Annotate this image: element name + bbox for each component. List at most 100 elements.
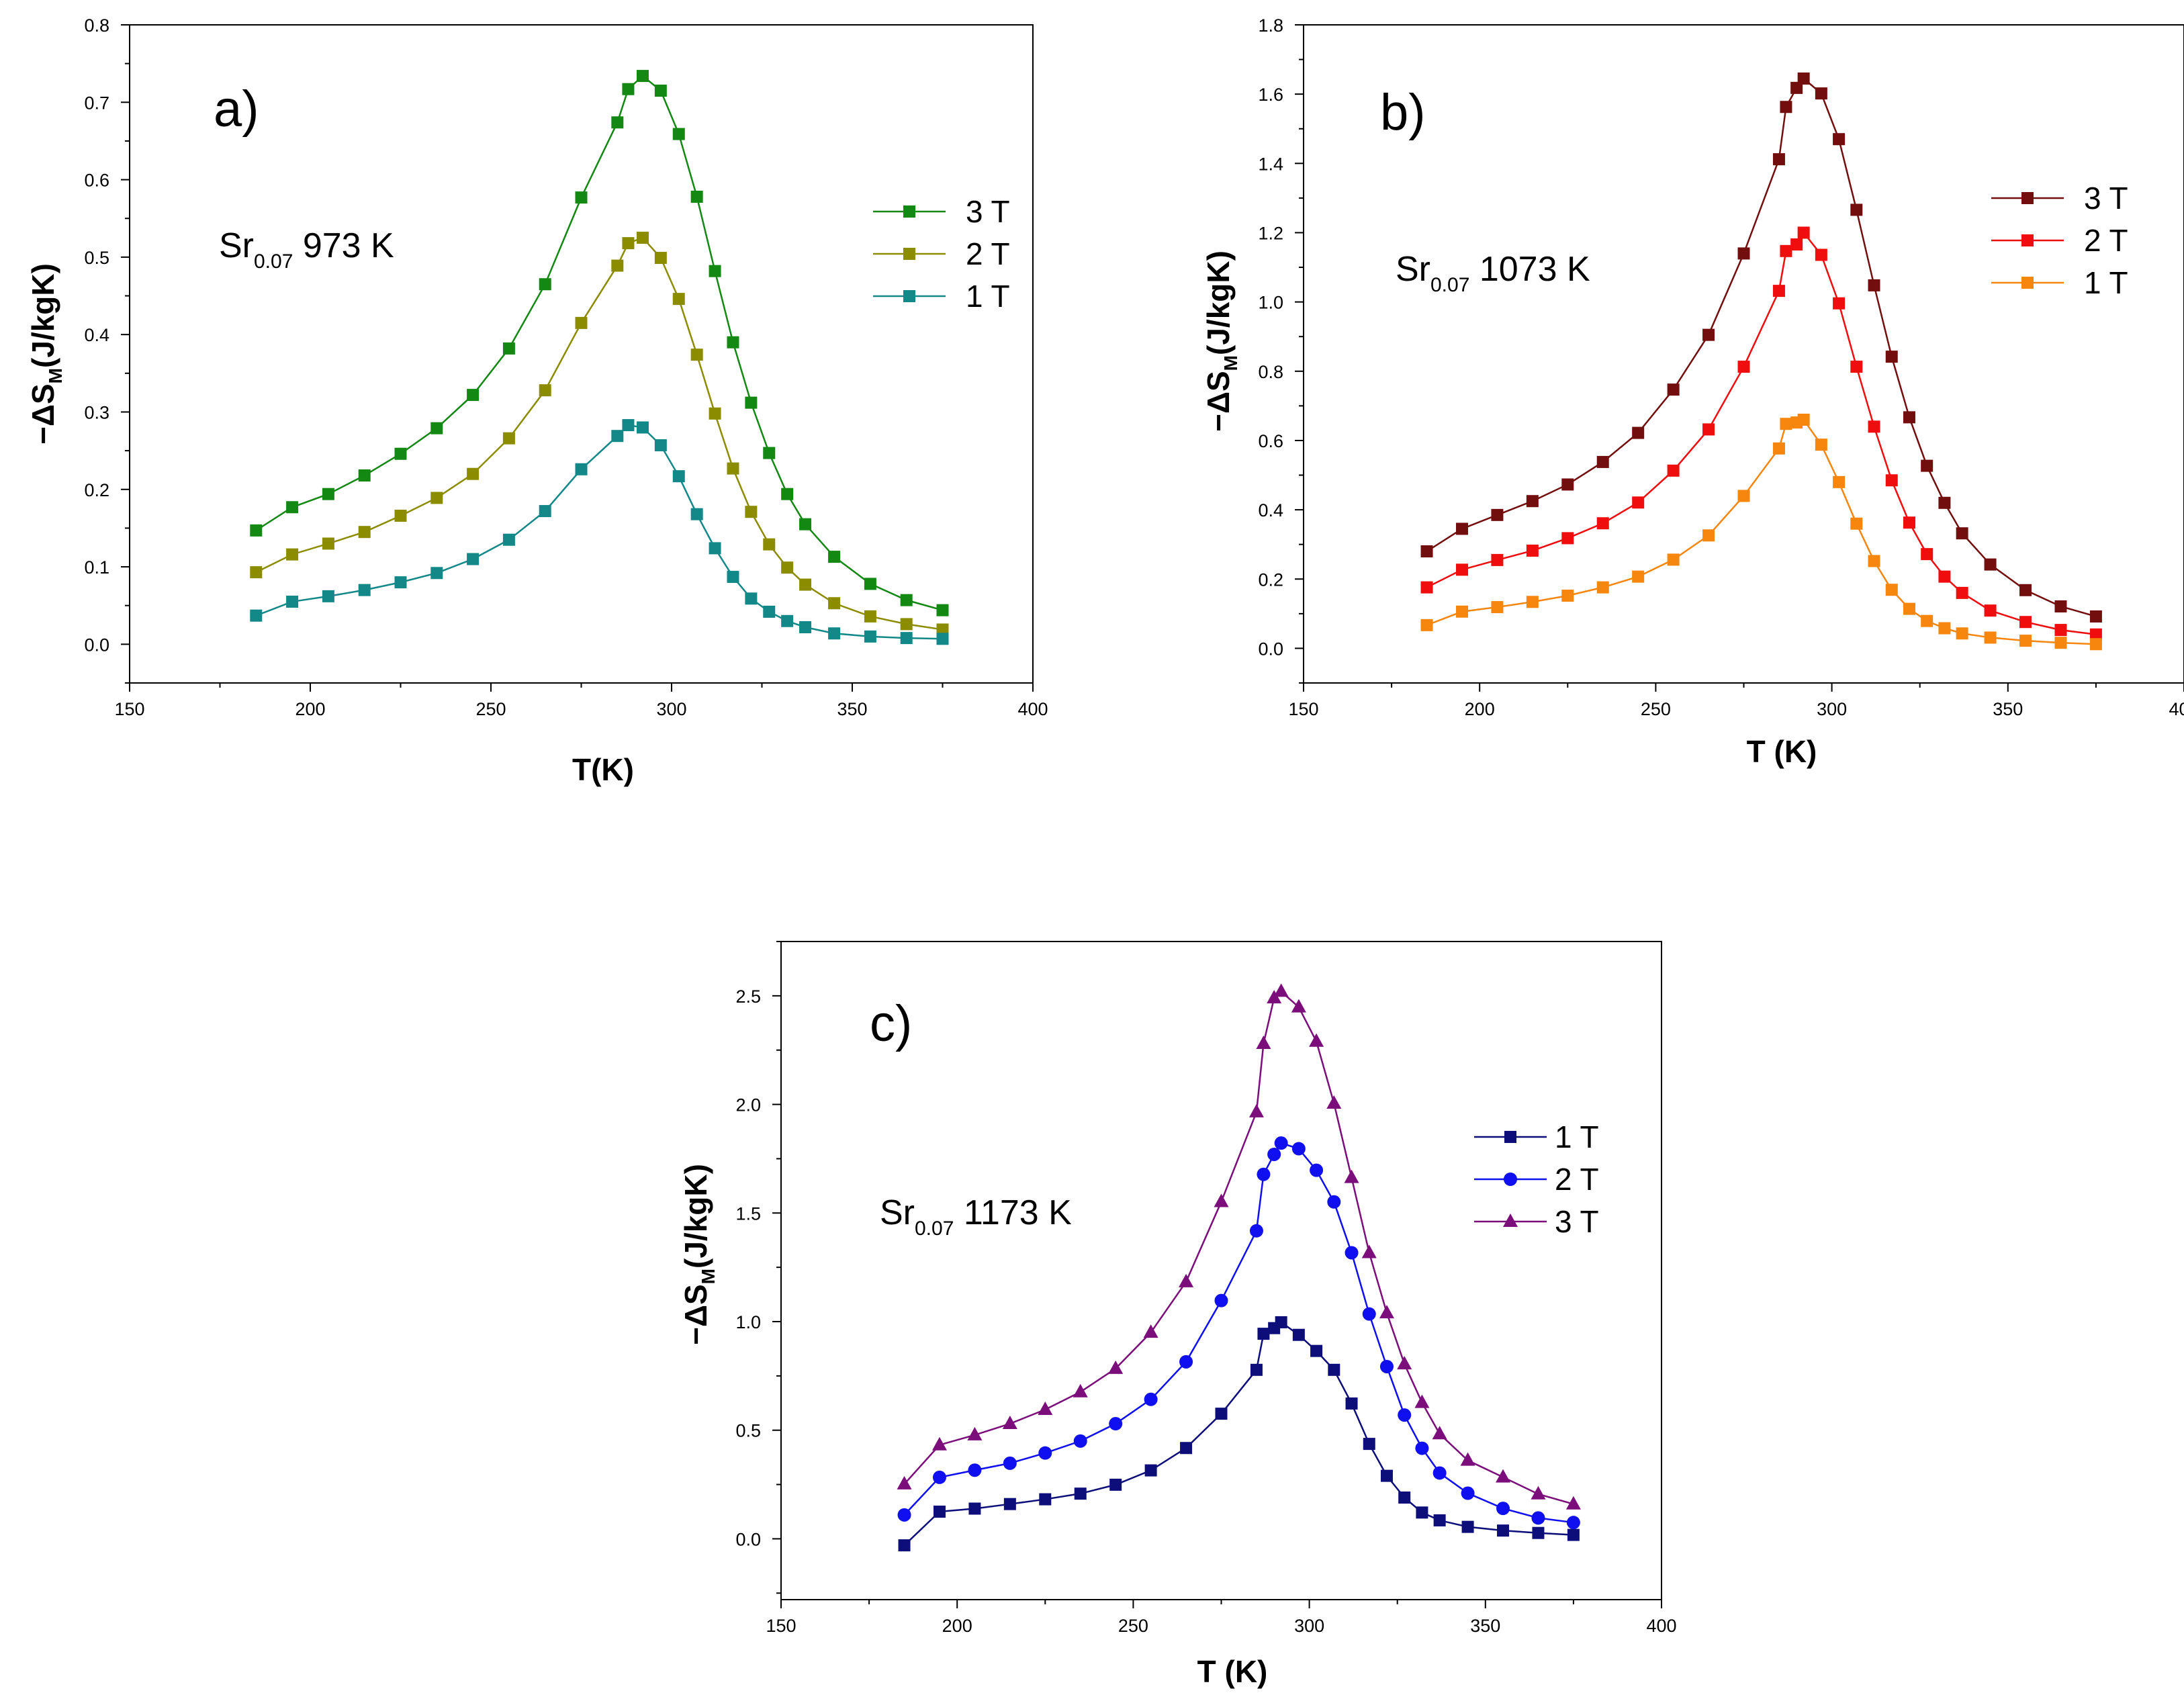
data-point bbox=[575, 316, 588, 329]
data-point bbox=[1561, 532, 1574, 545]
data-point bbox=[690, 190, 703, 203]
data-point bbox=[1956, 627, 1968, 640]
data-point bbox=[1531, 1485, 1546, 1500]
legend-marker bbox=[2021, 234, 2034, 246]
data-point bbox=[781, 561, 794, 574]
data-point bbox=[1250, 1363, 1263, 1376]
x-tick-label: 400 bbox=[1017, 699, 1048, 719]
data-point bbox=[1938, 622, 1951, 635]
data-point bbox=[1291, 999, 1306, 1013]
legend: 3 T 2 T 1 T bbox=[873, 194, 1010, 314]
data-point bbox=[1596, 455, 1609, 468]
data-point bbox=[1956, 527, 1968, 540]
sample-formula: Sr bbox=[219, 226, 254, 265]
x-tick-label: 300 bbox=[1294, 1616, 1324, 1636]
legend-marker bbox=[903, 205, 915, 218]
data-point bbox=[502, 342, 515, 355]
data-point bbox=[1780, 418, 1792, 430]
data-point bbox=[1797, 226, 1810, 239]
data-point bbox=[1790, 81, 1803, 94]
y-tick-label: 0.7 bbox=[84, 93, 109, 113]
data-point bbox=[690, 349, 703, 361]
legend-marker bbox=[1504, 1173, 1517, 1186]
y-tick-label: 2.5 bbox=[735, 987, 761, 1007]
data-point bbox=[1461, 1520, 1474, 1533]
data-point bbox=[828, 597, 841, 610]
data-point bbox=[1491, 508, 1504, 521]
data-point bbox=[250, 524, 263, 537]
x-axis-title: T(K) bbox=[572, 752, 634, 787]
data-point bbox=[250, 609, 263, 622]
data-point bbox=[1073, 1383, 1088, 1397]
data-point bbox=[1397, 1356, 1412, 1370]
data-point bbox=[931, 1436, 947, 1451]
data-point bbox=[968, 1502, 981, 1515]
y-axis-subscript: M bbox=[698, 1269, 719, 1284]
data-point bbox=[358, 584, 371, 596]
tick-marks bbox=[772, 941, 1662, 1608]
data-point bbox=[1420, 545, 1433, 557]
data-point bbox=[1249, 1224, 1263, 1238]
data-point bbox=[1310, 1163, 1324, 1177]
data-point bbox=[654, 439, 667, 452]
data-point bbox=[1921, 459, 1933, 472]
data-point bbox=[672, 470, 685, 483]
legend-item: 2 T bbox=[873, 236, 1010, 271]
data-point bbox=[1885, 351, 1898, 363]
data-point bbox=[1496, 1502, 1510, 1516]
data-point bbox=[430, 422, 443, 434]
x-tick-label: 300 bbox=[656, 699, 686, 719]
data-point bbox=[1039, 1493, 1052, 1506]
data-point bbox=[709, 542, 721, 555]
data-point bbox=[1326, 1095, 1342, 1109]
data-point bbox=[575, 191, 588, 204]
data-point bbox=[690, 508, 703, 520]
data-point bbox=[1903, 516, 1915, 529]
data-point bbox=[467, 553, 480, 565]
data-point bbox=[1632, 426, 1645, 439]
data-point bbox=[1379, 1305, 1394, 1319]
data-point bbox=[1850, 517, 1863, 530]
sample-subscript: 0.07 bbox=[915, 1218, 954, 1240]
data-point bbox=[1833, 133, 1846, 146]
series-1t bbox=[250, 419, 949, 645]
data-point bbox=[864, 630, 876, 643]
data-point bbox=[1921, 548, 1933, 561]
data-point bbox=[1328, 1363, 1340, 1376]
data-point bbox=[611, 116, 624, 129]
data-point bbox=[1903, 411, 1915, 424]
data-point bbox=[968, 1463, 982, 1477]
data-point bbox=[1416, 1506, 1428, 1519]
data-point bbox=[394, 447, 407, 460]
data-point bbox=[394, 509, 407, 522]
data-point bbox=[2054, 637, 2067, 649]
x-tick-label: 350 bbox=[1993, 699, 2023, 719]
data-point bbox=[1702, 328, 1715, 341]
data-point bbox=[1496, 1469, 1511, 1483]
legend-label: 2 T bbox=[1555, 1162, 1599, 1197]
x-tick-labels: 150 200 250 300 350 400 bbox=[114, 699, 1048, 719]
series-layer bbox=[897, 983, 1581, 1552]
legend-item: 1 T bbox=[873, 279, 1010, 314]
data-point bbox=[1144, 1392, 1158, 1406]
data-point bbox=[1361, 1244, 1377, 1258]
data-point bbox=[1772, 285, 1785, 297]
data-point bbox=[967, 1426, 983, 1440]
data-point bbox=[1291, 1142, 1306, 1156]
data-point bbox=[1772, 442, 1785, 455]
data-point bbox=[1379, 1359, 1394, 1373]
data-point bbox=[322, 537, 334, 550]
data-point bbox=[575, 463, 588, 475]
data-point bbox=[1491, 553, 1504, 566]
y-axis-suffix: (J/kgK) bbox=[26, 263, 60, 368]
data-point bbox=[709, 407, 721, 420]
data-point bbox=[1214, 1293, 1228, 1308]
legend: 1 T 2 T 3 T bbox=[1474, 1119, 1599, 1239]
y-tick-label: 0.6 bbox=[84, 171, 109, 191]
panel-label: b) bbox=[1380, 84, 1426, 141]
data-point bbox=[2054, 600, 2067, 613]
data-point bbox=[1179, 1273, 1194, 1287]
data-point bbox=[1179, 1355, 1193, 1369]
data-point bbox=[622, 237, 635, 250]
data-point bbox=[1632, 570, 1645, 583]
